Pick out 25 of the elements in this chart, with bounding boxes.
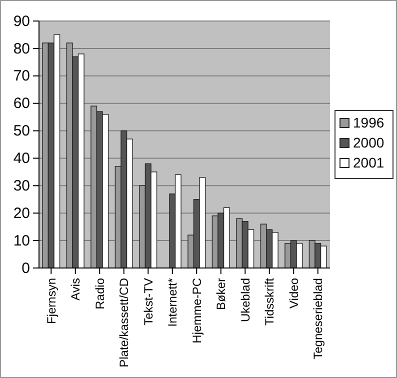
- y-tick-label: 20: [13, 204, 30, 222]
- x-tick-label: Radio: [92, 278, 107, 310]
- legend-label: 2000: [353, 134, 384, 150]
- y-tick-label: 40: [13, 150, 30, 168]
- y-tick-label: 30: [13, 177, 30, 194]
- y-tick-label: 70: [13, 68, 30, 85]
- x-tick-label: Fjernsyn: [44, 278, 58, 324]
- y-tick-label: 90: [13, 12, 30, 30]
- x-tick-label: Plate/kassett/CD: [117, 278, 132, 368]
- y-tick-label: 60: [13, 95, 30, 112]
- x-tick-label: Hjemme-PC: [190, 278, 204, 344]
- y-tick-label: 50: [13, 122, 30, 140]
- x-tick-label: Avis: [68, 278, 83, 300]
- y-tick-label: 10: [13, 232, 30, 250]
- x-tick-label: Tekst-TV: [141, 278, 156, 326]
- x-tick-label: Tegneserieblad: [311, 278, 326, 360]
- x-tick-label: Ukeblad: [238, 278, 252, 322]
- y-tick-label: 80: [13, 40, 30, 58]
- legend-label: 2001: [353, 154, 384, 170]
- x-tick-label: Tidsskrift: [262, 277, 277, 326]
- x-tick-label: Bøker: [214, 278, 228, 310]
- legend-label: 1996: [353, 114, 384, 130]
- x-tick-label: Internett*: [166, 278, 180, 327]
- y-tick-label: 0: [22, 260, 30, 277]
- x-tick-label: Video: [286, 278, 301, 308]
